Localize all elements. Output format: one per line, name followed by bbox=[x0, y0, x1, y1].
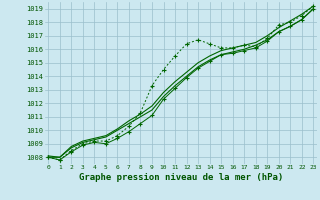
X-axis label: Graphe pression niveau de la mer (hPa): Graphe pression niveau de la mer (hPa) bbox=[79, 173, 283, 182]
